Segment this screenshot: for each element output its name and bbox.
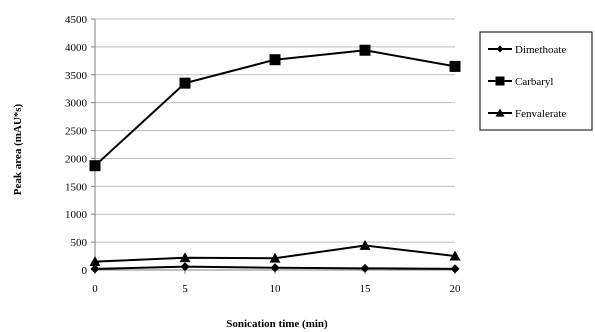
y-tick-label: 500 [71,237,88,249]
x-tick-label: 5 [182,283,188,295]
y-tick-label: 4000 [65,42,88,54]
y-tick-label: 2500 [65,126,88,138]
legend-label-carbaryl: Carbaryl [515,76,553,88]
series-line-carbaryl [94,49,456,167]
data-point-dimethoate [270,263,280,273]
data-point-carbaryl [179,77,191,89]
data-point-dimethoate [450,264,460,274]
x-tick-label: 20 [450,283,462,295]
x-axis-label: Sonication time (min) [226,318,328,330]
legend-marker-dimethoate [496,45,504,53]
legend-marker-carbaryl [495,76,505,86]
y-tick-label: 3000 [65,98,88,110]
data-point-dimethoate [180,262,190,272]
legend-label-fenvalerate: Fenvalerate [515,108,566,120]
x-tick-label: 0 [92,283,98,295]
data-point-dimethoate [360,263,370,273]
series-group [89,44,461,274]
data-point-fenvalerate [89,256,101,267]
data-point-carbaryl [269,54,281,66]
data-point-carbaryl [449,60,461,72]
y-tick-label: 1000 [65,209,88,221]
data-point-fenvalerate [449,250,461,261]
y-tick-labels: 0 500 1000 1500 2000 2500 3000 3500 4000 4500 [65,14,88,277]
x-tick-label: 15 [360,283,372,295]
data-point-carbaryl [89,160,101,172]
legend-label-dimethoate: Dimethoate [515,44,566,56]
y-axis-label: Peak area (mAU*s) [12,103,24,195]
x-tick-labels: 0 5 10 15 20 [92,283,461,295]
legend-marker-fenvalerate [495,108,505,117]
y-tick-label: 2000 [65,153,88,165]
data-point-dimethoate [90,264,100,274]
gridlines [95,18,455,243]
x-tick-label: 10 [270,283,282,295]
data-point-fenvalerate [359,239,371,250]
y-tick-label: 4500 [65,14,88,26]
data-point-fenvalerate [179,252,191,263]
y-tick-label: 1500 [65,181,88,193]
data-point-carbaryl [359,44,371,56]
legend: Dimethoate Carbaryl Fenvalerate [479,31,593,131]
y-tick-label: 0 [82,265,88,277]
y-tick-label: 3500 [65,70,88,82]
data-point-fenvalerate [269,252,281,263]
